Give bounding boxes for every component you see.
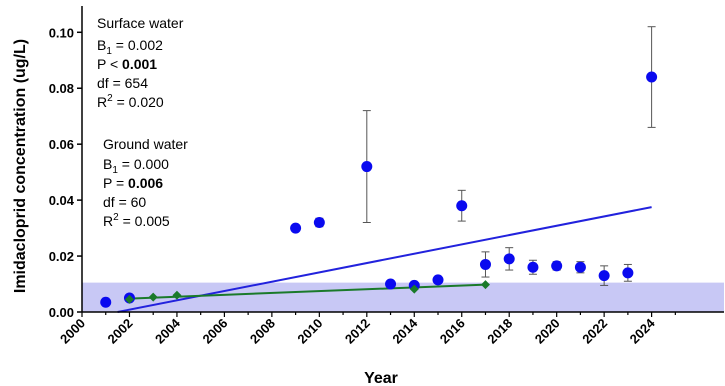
x-tick-label: 2008	[247, 316, 278, 347]
ground-water-point	[148, 292, 158, 302]
trend-line-ground-water	[129, 283, 486, 300]
x-tick-label: 2010	[294, 316, 325, 347]
surface-water-point	[100, 296, 112, 308]
y-axis-title: Imidacloprid concentration (ug/L)	[12, 39, 29, 293]
ground-water-point	[480, 280, 490, 290]
surface-water-point	[456, 200, 468, 212]
surface-water-point	[622, 267, 634, 279]
surface-water-point	[598, 270, 610, 282]
surface-water-df: df = 654	[97, 75, 148, 91]
x-tick-label: 2002	[105, 316, 136, 347]
y-tick-label: 0.04	[49, 193, 75, 208]
ground-water-b1: B1 = 0.000	[103, 156, 169, 176]
y-tick-label: 0.08	[49, 81, 74, 96]
ground-water-r2: R2 = 0.005	[103, 212, 170, 229]
x-axis-title: Year	[364, 370, 398, 386]
y-tick-label: 0.06	[49, 137, 74, 152]
surface-water-p: P < 0.001	[97, 56, 157, 72]
surface-water-b1: B1 = 0.002	[97, 37, 163, 57]
ground-water-df: df = 60	[103, 194, 146, 210]
x-tick-label: 2020	[532, 316, 563, 347]
ground-water-point	[124, 294, 134, 304]
x-tick-label: 2016	[437, 316, 468, 347]
trend-line-layer	[117, 206, 652, 313]
ground-water-p: P = 0.006	[103, 175, 163, 191]
ground-water-stats: Ground water B1 = 0.000 P = 0.006 df = 6…	[103, 136, 188, 229]
surface-water-point	[551, 260, 563, 272]
y-tick-label: 0.00	[49, 305, 74, 320]
x-tick-label: 2006	[199, 316, 230, 347]
x-tick-label: 2000	[57, 316, 88, 347]
x-tick-label: 2024	[627, 315, 659, 347]
data-point-layer	[100, 71, 658, 308]
surface-water-point	[503, 253, 515, 265]
surface-water-point	[479, 258, 491, 270]
surface-water-point	[313, 216, 325, 228]
error-bar-layer	[315, 26, 656, 286]
trend-line-surface-water	[117, 206, 652, 313]
x-tick-label: 2018	[484, 316, 515, 347]
x-tick-label: 2014	[389, 315, 421, 347]
y-tick-label: 0.10	[49, 25, 74, 40]
ground-water-point	[409, 284, 419, 294]
ground-water-point	[172, 290, 182, 300]
surface-water-point	[646, 71, 658, 83]
x-tick-label: 2012	[342, 316, 373, 347]
surface-water-point	[361, 161, 373, 173]
surface-water-point	[527, 261, 539, 273]
ground-water-title: Ground water	[103, 136, 188, 152]
surface-water-stats: Surface water B1 = 0.002 P < 0.001 df = …	[97, 15, 184, 110]
surface-water-title: Surface water	[97, 15, 184, 31]
x-tick-label: 2004	[152, 315, 184, 347]
y-tick-label: 0.02	[49, 249, 74, 264]
surface-water-point	[385, 278, 397, 290]
surface-water-point	[432, 274, 444, 286]
surface-water-r2: R2 = 0.020	[97, 93, 164, 110]
x-tick-label: 2022	[579, 316, 610, 347]
surface-water-point	[290, 222, 302, 234]
surface-water-point	[574, 261, 586, 273]
